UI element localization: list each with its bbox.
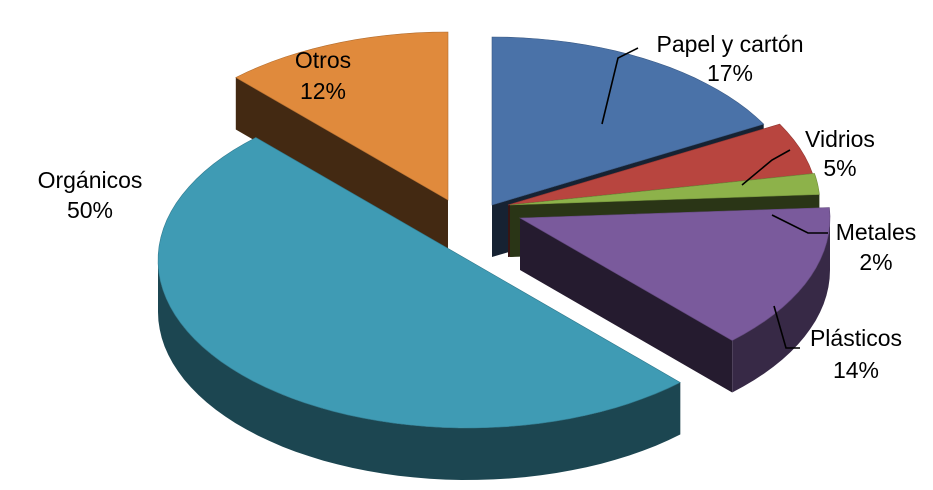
leader-plasticos: [773, 305, 800, 349]
leader-lines: [601, 47, 828, 349]
slice-value-vidrios: 5%: [823, 155, 856, 181]
slice-side-plasticos: [732, 218, 830, 393]
labels: Papel y cartón 17% Vidrios 5% Metales 2%…: [38, 31, 917, 383]
slice-top-metales: [509, 173, 820, 206]
pie-slice-otros: [235, 31, 449, 252]
slice-value-metales: 2%: [859, 249, 892, 275]
slice-value-otros: 12%: [300, 78, 346, 104]
slice-label-metales: Metales: [836, 219, 917, 245]
leader-papel: [601, 47, 639, 125]
slice-top-organicos: [157, 137, 681, 429]
slice-top-otros: [235, 31, 449, 201]
slice-value-organicos: 50%: [67, 197, 113, 223]
slice-side-organicos: [158, 260, 681, 480]
slice-value-papel: 17%: [707, 60, 753, 86]
slice-wall-end-plasticos: [520, 218, 733, 393]
slice-top-plasticos: [518, 207, 831, 341]
slice-top-vidrios: [507, 123, 813, 206]
slice-label-papel: Papel y cartón: [656, 31, 803, 57]
slice-label-plasticos: Plásticos: [810, 325, 902, 351]
leader-vidrios: [741, 149, 791, 186]
pie-slice-organicos: [157, 137, 681, 480]
slice-wall-start-otros: [235, 77, 448, 252]
slice-label-organicos: Orgánicos: [38, 167, 143, 193]
leader-metales: [771, 214, 828, 234]
slice-label-otros: Otros: [295, 47, 351, 73]
pie-slice-plasticos: [518, 207, 831, 393]
slice-value-plasticos: 14%: [833, 357, 879, 383]
slice-label-vidrios: Vidrios: [805, 126, 875, 152]
slices: [157, 31, 831, 480]
slice-top-papel: [491, 36, 765, 206]
